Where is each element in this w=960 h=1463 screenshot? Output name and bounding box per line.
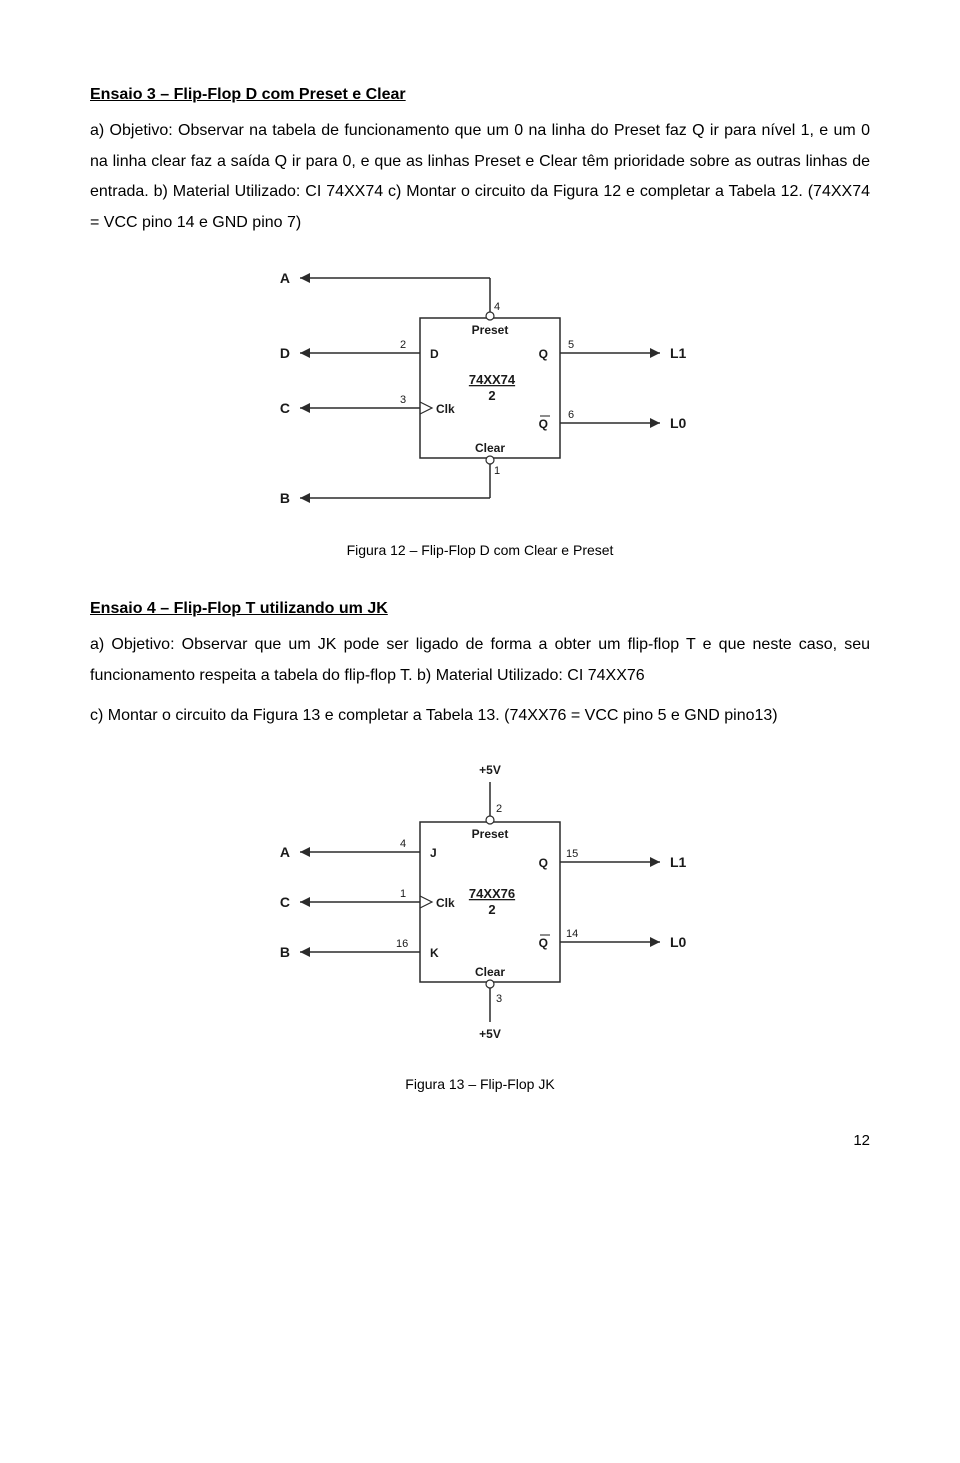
labelL1-13: L1 bbox=[670, 854, 687, 870]
labelC: C bbox=[280, 400, 290, 416]
clk13: Clk bbox=[436, 896, 455, 910]
v5top: +5V bbox=[479, 763, 501, 777]
pin1-13: 1 bbox=[400, 888, 406, 900]
ensaio4-body: a) Objetivo: Observar que um JK pode ser… bbox=[90, 630, 870, 691]
pin5: 5 bbox=[568, 339, 574, 351]
figure12: A 4 Preset B 1 Clear D 2 D C 3 Clk L1 5 … bbox=[90, 258, 870, 564]
labelC13: C bbox=[280, 894, 290, 910]
ensaio4-body2: c) Montar o circuito da Figura 13 e comp… bbox=[90, 701, 870, 731]
ensaio4-title: Ensaio 4 – Flip-Flop T utilizando um JK bbox=[90, 594, 870, 624]
k-label: K bbox=[430, 946, 439, 960]
pin4: 4 bbox=[494, 301, 500, 313]
q-label: Q bbox=[539, 347, 548, 361]
figure12-svg: A 4 Preset B 1 Clear D 2 D C 3 Clk L1 5 … bbox=[260, 258, 700, 518]
labelL0-13: L0 bbox=[670, 934, 687, 950]
labelL0: L0 bbox=[670, 415, 687, 431]
figure13-svg: +5V 2 Preset +5V 3 Clear A 4 J C 1 Clk B… bbox=[260, 752, 700, 1052]
labelA: A bbox=[280, 270, 290, 286]
pin15-13: 15 bbox=[566, 848, 578, 860]
preset13: Preset bbox=[472, 827, 509, 841]
ensaio3-body: a) Objetivo: Observar na tabela de funci… bbox=[90, 116, 870, 238]
chip13-num: 2 bbox=[488, 902, 495, 917]
pin14-13: 14 bbox=[566, 928, 578, 940]
labelB13: B bbox=[280, 944, 290, 960]
figure13-caption: Figura 13 – Flip-Flop JK bbox=[90, 1071, 870, 1098]
v5bot: +5V bbox=[479, 1027, 501, 1041]
d-pin-label: D bbox=[430, 347, 439, 361]
clk-label: Clk bbox=[436, 402, 455, 416]
figure13: +5V 2 Preset +5V 3 Clear A 4 J C 1 Clk B… bbox=[90, 752, 870, 1098]
labelD: D bbox=[280, 345, 290, 361]
j-label: J bbox=[430, 846, 437, 860]
chip13-name: 74XX76 bbox=[469, 886, 515, 901]
qbar13: Q bbox=[539, 936, 548, 950]
labelL1: L1 bbox=[670, 345, 687, 361]
pin16-13: 16 bbox=[396, 938, 408, 950]
figure12-caption: Figura 12 – Flip-Flop D com Clear e Pres… bbox=[90, 537, 870, 564]
preset-label: Preset bbox=[472, 323, 509, 337]
q13: Q bbox=[539, 856, 548, 870]
pin4-13: 4 bbox=[400, 838, 406, 850]
pin2: 2 bbox=[400, 339, 406, 351]
pin6: 6 bbox=[568, 409, 574, 421]
pin3-13: 3 bbox=[496, 993, 502, 1005]
chip-num: 2 bbox=[488, 388, 495, 403]
labelB: B bbox=[280, 490, 290, 506]
pin3: 3 bbox=[400, 394, 406, 406]
clear-label: Clear bbox=[475, 441, 505, 455]
page-number: 12 bbox=[90, 1127, 870, 1156]
pin1: 1 bbox=[494, 465, 500, 477]
qbar-label: Q bbox=[539, 417, 548, 431]
clear13: Clear bbox=[475, 965, 505, 979]
labelA13: A bbox=[280, 844, 290, 860]
chip-name: 74XX74 bbox=[469, 372, 516, 387]
pin2-13: 2 bbox=[496, 803, 502, 815]
ensaio3-title: Ensaio 3 – Flip-Flop D com Preset e Clea… bbox=[90, 80, 870, 110]
